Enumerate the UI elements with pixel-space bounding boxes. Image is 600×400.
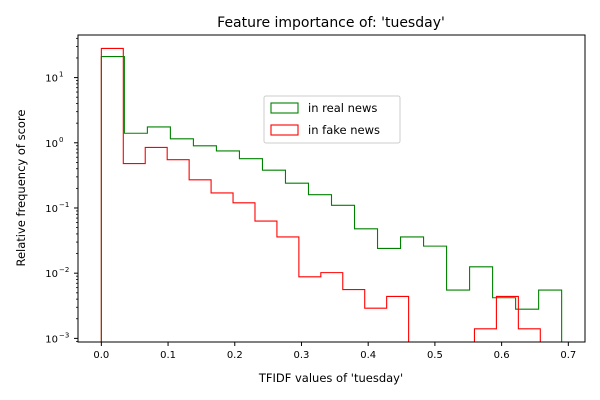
x-tick-label: 0.1: [160, 350, 176, 361]
plot-frame: [77, 34, 586, 343]
y-tick-exponent: −1: [59, 201, 69, 209]
legend-label-1: in fake news: [308, 123, 380, 137]
series-1-path: [100, 47, 541, 342]
series-1-step-line: [100, 47, 541, 342]
x-tick-label: 0.3: [294, 350, 310, 361]
x-axis-label: TFIDF values of 'tuesday': [258, 371, 403, 385]
chart-title: Feature importance of: 'tuesday': [217, 15, 445, 31]
x-tick-label: 0.5: [427, 350, 443, 361]
y-tick-label: 10: [45, 204, 58, 215]
legend-swatch-1: [270, 124, 299, 136]
y-tick-exponent: −3: [59, 331, 69, 339]
x-axis: 0.0 0.1 0.2 0.3 0.4 0.5 0.6 0.7: [93, 342, 576, 361]
x-tick-label: 0.0: [93, 350, 109, 361]
y-tick-exponent: 0: [59, 136, 63, 144]
x-tick-label: 0.4: [360, 350, 376, 361]
y-tick-exponent: 1: [59, 71, 63, 79]
plot-area: [100, 47, 563, 342]
y-tick-exponent: −2: [59, 266, 69, 274]
y-tick-label: 10: [45, 269, 58, 280]
x-tick-label: 0.7: [560, 350, 576, 361]
x-tick-label: 0.2: [227, 350, 243, 361]
legend-swatch-0: [270, 102, 299, 114]
series-0-path: [100, 56, 563, 342]
legend: in real news in fake news: [263, 95, 401, 144]
y-axis-label: Relative frequency of score: [14, 109, 28, 266]
y-tick-label: 10: [45, 74, 58, 85]
x-tick-label: 0.6: [494, 350, 510, 361]
legend-label-0: in real news: [308, 101, 377, 115]
series-0-step-line: [100, 56, 563, 342]
y-tick-label: 10: [45, 139, 58, 150]
y-tick-label: 10: [45, 334, 58, 345]
